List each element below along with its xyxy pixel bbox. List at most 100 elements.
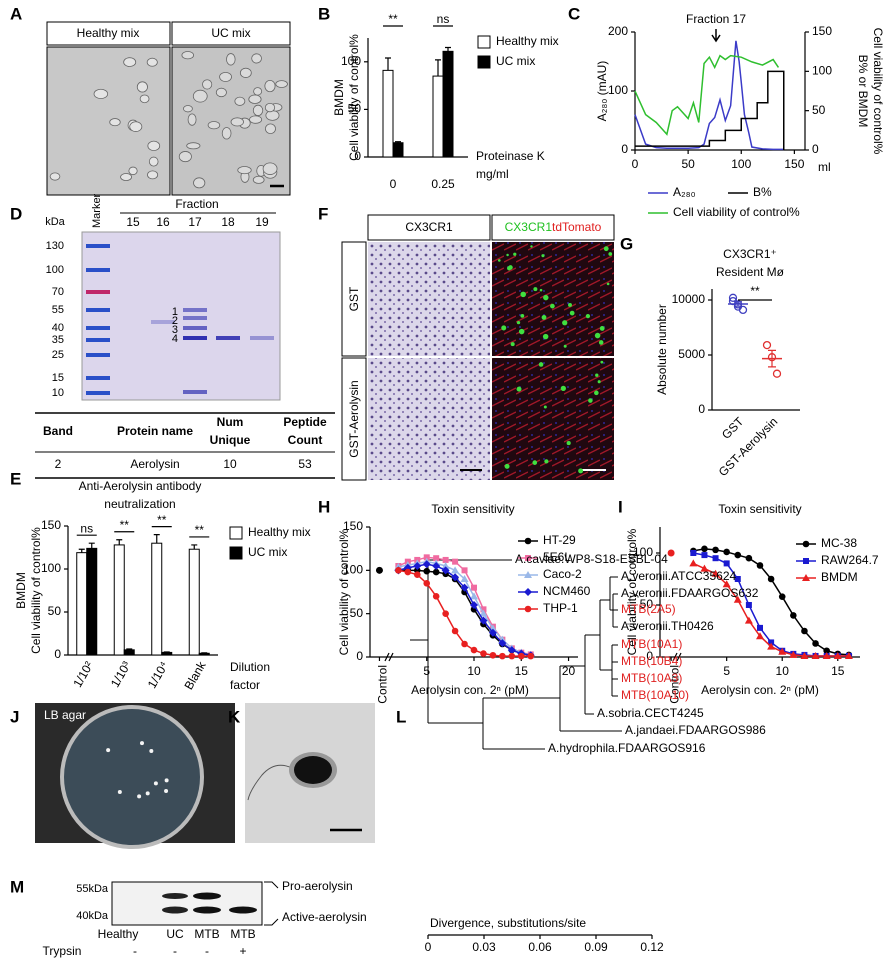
header-box	[46, 21, 171, 46]
error-bar	[126, 648, 133, 650]
legend-label: 5E6L	[543, 550, 571, 564]
cell	[518, 328, 525, 335]
cell	[251, 53, 262, 64]
ladder-label: 130	[46, 240, 64, 252]
header-box	[341, 241, 367, 357]
legend-swatch	[229, 546, 243, 560]
legend-label: B%	[753, 185, 772, 199]
bar	[188, 548, 200, 656]
error-bar	[734, 301, 742, 307]
y2-axis-label: B% or BMDM	[856, 55, 870, 128]
cell	[193, 177, 206, 189]
tree	[410, 559, 622, 750]
y-tick-label: 50	[350, 606, 364, 620]
annotation: **	[750, 284, 760, 298]
ladder-label: 40	[52, 322, 64, 334]
micrograph	[368, 242, 490, 356]
ladder-label: 10	[52, 387, 64, 399]
panel-letter: A	[10, 4, 22, 23]
marker	[460, 575, 469, 582]
marker	[768, 639, 775, 646]
series-line	[634, 40, 784, 151]
cell	[594, 332, 601, 339]
marker	[470, 601, 478, 609]
treatment-sign: -	[173, 944, 177, 958]
colony	[145, 791, 150, 796]
x-tick-label: 0.06	[528, 940, 552, 954]
cell	[136, 81, 148, 93]
marker	[471, 584, 477, 591]
marker	[524, 537, 532, 545]
blot	[111, 881, 263, 926]
band	[183, 308, 207, 312]
marker	[499, 652, 506, 660]
x-tick-label: 10	[467, 664, 481, 678]
marker	[451, 566, 460, 574]
control-point	[375, 566, 383, 574]
cell	[207, 121, 221, 130]
band	[183, 316, 207, 320]
panel-letter: E	[10, 469, 21, 488]
gel	[81, 231, 281, 401]
cell	[538, 362, 544, 367]
panel-letter: M	[10, 877, 24, 896]
marker	[745, 554, 753, 562]
leaf-label: A.hydrophila.FDAARGOS916	[548, 741, 706, 755]
marker	[733, 595, 742, 603]
x-tick-label: 5	[423, 664, 430, 678]
cell	[560, 385, 566, 392]
leaf-label: A.veronii.TH0426	[621, 619, 714, 633]
cell	[569, 310, 575, 316]
legend-label: UC mix	[496, 54, 535, 68]
x-tick-label: 1/10³	[108, 659, 134, 690]
y-tick-label: 100	[633, 545, 653, 559]
cell	[542, 333, 549, 340]
ladder-label: 55	[52, 304, 64, 316]
annotation: **	[195, 523, 205, 537]
cell	[588, 398, 593, 403]
legend-swatch	[477, 35, 491, 49]
cell	[520, 291, 527, 298]
header: Healthy mix	[77, 26, 140, 40]
y-axis-label: Absolute number	[655, 304, 669, 395]
band	[193, 892, 221, 900]
y2-axis-label: Cell viability of control%	[871, 28, 885, 155]
cell	[230, 117, 244, 127]
band-label: Active-aerolysin	[282, 910, 367, 924]
cell	[597, 380, 601, 384]
colony	[117, 790, 122, 795]
marker	[470, 592, 478, 600]
x-tick-label: 0	[425, 940, 432, 954]
y-axis-label: Cell viability of control%	[347, 34, 361, 161]
lane-label: 19	[255, 215, 269, 229]
cell	[599, 325, 605, 331]
x-axis-label: Aerolysin con. 2ⁿ (pM)	[701, 683, 819, 697]
ladder-label: 35	[52, 334, 64, 346]
marker	[442, 610, 449, 617]
leaf-label: A.caviae.WP8-S18-ESBL-04	[515, 552, 668, 566]
lane-label: Marker	[91, 193, 103, 228]
cell	[595, 373, 599, 377]
ladder-label: 15	[52, 372, 64, 384]
cell	[608, 252, 613, 256]
chart-title: CX3CR1⁺	[723, 247, 777, 261]
lane-label: MTB	[194, 927, 219, 941]
cell	[237, 166, 252, 175]
marker	[489, 651, 497, 659]
marker	[756, 562, 764, 569]
cell	[215, 87, 227, 98]
cell	[541, 254, 545, 258]
marker	[802, 540, 810, 548]
marker	[744, 616, 753, 624]
series-line	[634, 54, 780, 136]
axis-break	[384, 652, 394, 662]
ladder-band	[86, 326, 110, 330]
bar	[151, 542, 163, 656]
bar	[392, 142, 404, 158]
legend-label: THP-1	[543, 601, 578, 615]
cell	[550, 303, 555, 309]
chart-title: Anti-Aerolysin antibody	[79, 479, 202, 493]
cell	[249, 115, 263, 124]
x-tick-label: 0.25	[431, 177, 455, 191]
marker	[524, 605, 532, 613]
